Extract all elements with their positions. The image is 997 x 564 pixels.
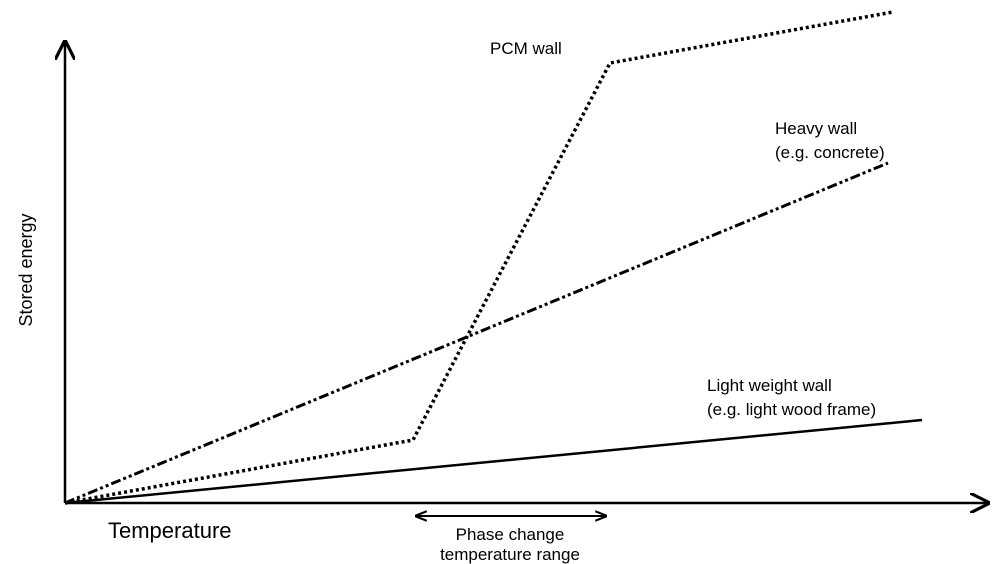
y-axis-label: Stored energy [16,213,36,326]
range-label: Phase change [456,525,565,544]
heavy-line [64,161,889,505]
pcm-label: PCM wall [490,39,562,58]
heavy-label: Heavy wall [775,119,857,138]
light-label: Light weight wall [707,376,832,395]
range-label: temperature range [440,545,580,564]
pcm-line [64,10,894,505]
light-note: (e.g. light wood frame) [707,400,876,419]
light-line [64,418,923,505]
x-axis-label: Temperature [108,518,232,543]
heavy-note: (e.g. concrete) [775,143,885,162]
